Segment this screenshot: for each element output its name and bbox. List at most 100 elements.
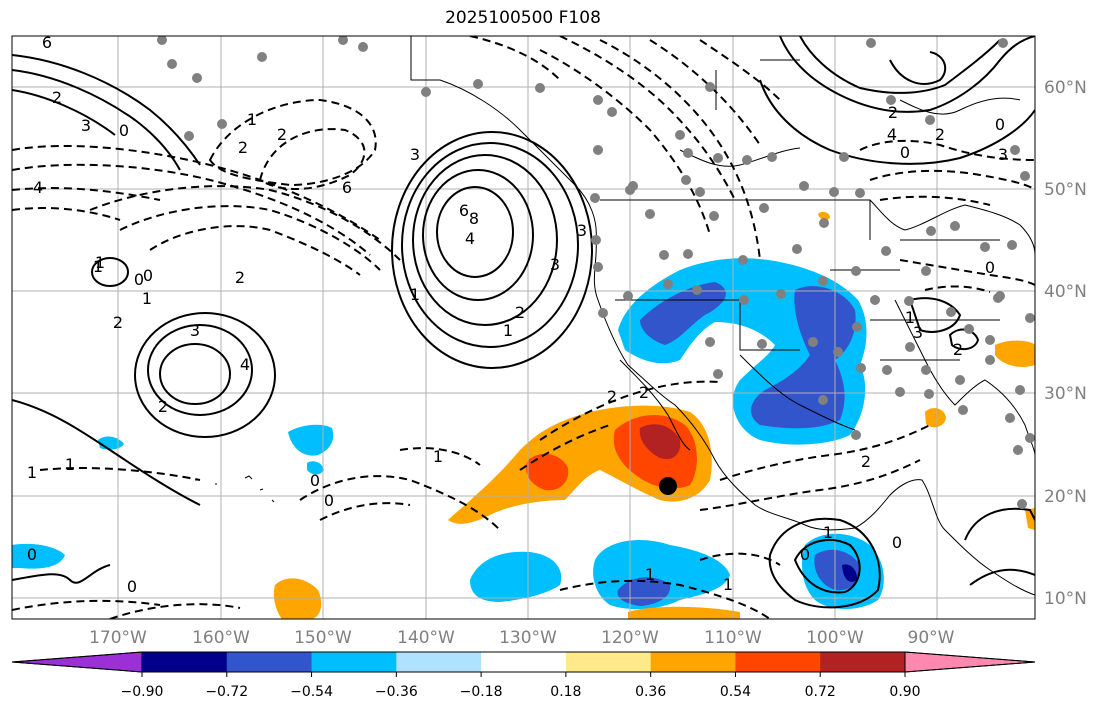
colorbar-tick-label: 0.90 [889, 684, 920, 700]
negative-anomaly-us-core [640, 282, 726, 345]
contour-label: 1 [433, 447, 443, 466]
latitude-labels: 60°N 50°N 40°N 30°N 20°N 10°N [1044, 78, 1087, 609]
shaded-fields [12, 211, 1035, 619]
lon-label-140w: 140°W [397, 628, 455, 648]
contour-label: 0 [310, 471, 320, 490]
contour-label: 1 [723, 575, 733, 594]
contour-label: 4 [33, 178, 43, 197]
colorbar-segment [142, 652, 228, 672]
positive-anomaly-small [525, 453, 569, 491]
lon-label-90w: 90°W [908, 628, 955, 648]
lon-label-160w: 160°W [192, 628, 250, 648]
lat-label-30: 30°N [1044, 384, 1087, 404]
contour-label: 3 [410, 145, 420, 164]
contour-label: 1 [65, 455, 75, 474]
contour-label: 2 [888, 103, 898, 122]
positive-anomaly-plume-max [639, 424, 681, 460]
lon-label-170w: 170°W [89, 628, 147, 648]
colorbar-segment [481, 652, 567, 672]
contour-label: 0 [985, 258, 995, 277]
colorbar-tick-label: −0.18 [460, 684, 503, 700]
colorbar-segment [735, 652, 821, 672]
contour-label: 2 [861, 452, 871, 471]
colorbar-segment [311, 652, 397, 672]
colorbar-segment [226, 652, 313, 672]
contour-label: 8 [469, 209, 479, 228]
negative-anomaly-epac-2 [470, 551, 562, 602]
contour-label: 1 [645, 565, 655, 584]
contour-label: 0 [143, 266, 153, 285]
colorbar-segment [820, 652, 906, 672]
contour-label: 2 [639, 383, 649, 402]
forecast-location-dot [659, 477, 677, 495]
contour-label: 4 [887, 125, 897, 144]
contour-label: 3 [577, 221, 587, 240]
lat-label-40: 40°N [1044, 282, 1087, 302]
contour-label: 2 [953, 340, 963, 359]
lon-label-110w: 110°W [704, 628, 762, 648]
colorbar-tick-label: 0.54 [720, 684, 751, 700]
contour-label: 1 [142, 289, 152, 308]
contour-label: 1 [905, 308, 915, 327]
contour-label: 2 [515, 303, 525, 322]
contour-label: 1 [247, 110, 257, 129]
contour-label: 6 [42, 33, 52, 52]
contour-label: 2 [52, 88, 62, 107]
contour-label: 2 [235, 268, 245, 287]
colorbar-tick-label: −0.72 [205, 684, 248, 700]
contour-label: 3 [998, 145, 1008, 164]
longitude-labels: 170°W 160°W 150°W 140°W 130°W 120°W 110°… [89, 628, 955, 648]
contour-label: 3 [913, 323, 923, 342]
contour-label: 2 [238, 138, 248, 157]
contour-label: 2 [158, 397, 168, 416]
contours-dashed [12, 36, 1035, 619]
station-dots [157, 36, 1035, 509]
contour-label: 1 [823, 523, 833, 542]
contour-label: 6 [342, 178, 352, 197]
contours-solid [12, 36, 1035, 609]
negative-anomaly-epac-1-core [617, 577, 671, 606]
contour-label: 0 [119, 121, 129, 140]
contour-label: 0 [892, 533, 902, 552]
colorbar-tick-label: −0.36 [375, 684, 418, 700]
map-title: 2025100500 F108 [445, 8, 601, 28]
lat-label-10: 10°N [1044, 589, 1087, 609]
colorbar-tick-label: −0.54 [290, 684, 333, 700]
lon-label-120w: 120°W [601, 628, 659, 648]
contour-label: 0 [324, 491, 334, 510]
lon-label-150w: 150°W [294, 628, 352, 648]
colorbar-segment [396, 652, 482, 672]
lon-label-100w: 100°W [806, 628, 864, 648]
lat-label-60: 60°N [1044, 78, 1087, 98]
positive-anomaly-se-us [995, 340, 1035, 367]
positive-anomaly-sw [273, 578, 322, 619]
contour-label: 0 [900, 143, 910, 162]
lat-label-20: 20°N [1044, 487, 1087, 507]
colorbar-tick-label: 0.72 [805, 684, 836, 700]
colorbar-tick-label: −0.90 [121, 684, 164, 700]
contour-label: 1 [93, 257, 103, 276]
contour-label: 2 [607, 387, 617, 406]
contour-label: 0 [800, 545, 810, 564]
colorbar-extend-min [11, 651, 143, 673]
colorbar-tick-label: 0.36 [635, 684, 666, 700]
contour-label: 0 [995, 115, 1005, 134]
contour-label: 1 [95, 253, 105, 272]
lon-label-130w: 130°W [499, 628, 557, 648]
contour-label: 3 [550, 255, 560, 274]
contour-label: 1 [27, 463, 37, 482]
contour-label: 0 [27, 545, 37, 564]
contour-label: 2 [277, 125, 287, 144]
colorbar-tick-label: 0.18 [550, 684, 581, 700]
negative-anomaly-hawaii [288, 424, 334, 456]
contour-label: 2 [935, 125, 945, 144]
contour-label: 1 [410, 285, 420, 304]
contour-label: 4 [240, 355, 250, 374]
colorbar-segment [650, 652, 736, 672]
contour-label: 6 [459, 201, 469, 220]
contour-label: 4 [465, 229, 475, 248]
map-frame [11, 35, 1036, 620]
contour-label: 0 [134, 270, 144, 289]
